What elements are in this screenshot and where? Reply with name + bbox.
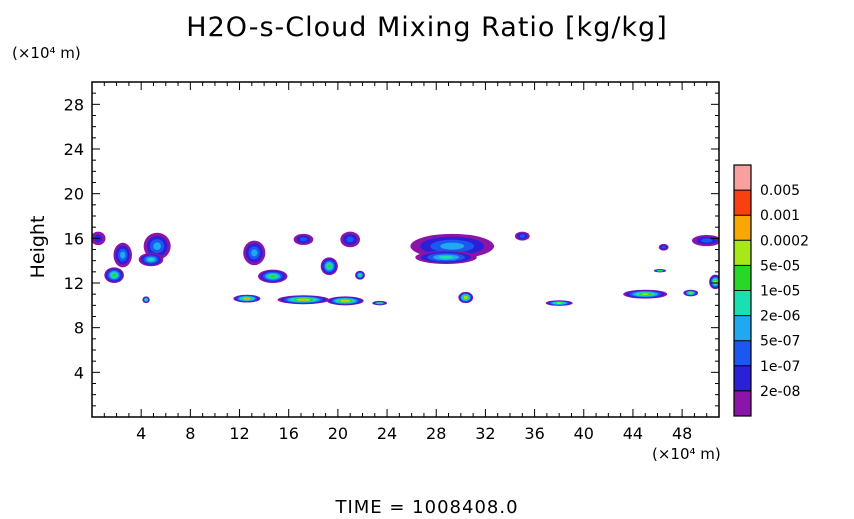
cloud-cell-7-level-5 xyxy=(269,275,276,278)
colorbar-label-0: 2e-08 xyxy=(760,384,800,400)
cloud-cell-15-level-2 xyxy=(661,246,666,249)
x-tick-label-12: 12 xyxy=(229,424,249,443)
x-tick-label-44: 44 xyxy=(623,424,643,443)
x-tick-label-24: 24 xyxy=(377,424,397,443)
cloud-cell-26-level-6 xyxy=(714,280,717,284)
cloud-cell-13-level-4 xyxy=(438,255,454,259)
y-tick-label-28: 28 xyxy=(64,95,84,114)
cloud-cell-18-level-7 xyxy=(244,297,249,300)
colorbar-label-5: 5e-05 xyxy=(760,258,800,274)
y-tick-label-16: 16 xyxy=(64,229,84,248)
x-tick-label-48: 48 xyxy=(672,424,692,443)
colorbar-swatch-4 xyxy=(734,290,751,316)
y-tick-label-12: 12 xyxy=(64,274,84,293)
time-footer: TIME = 1008408.0 xyxy=(335,497,519,518)
colorbar-label-6: 0.0002 xyxy=(760,233,809,249)
colorbar-swatch-2 xyxy=(734,340,751,366)
cloud-cell-12-level-3 xyxy=(440,242,465,250)
cloud-cell-20-level-7 xyxy=(342,300,348,302)
x-tick-label-36: 36 xyxy=(524,424,544,443)
cloud-cell-27-level-5 xyxy=(658,269,662,272)
cloud-cell-1-level-3 xyxy=(120,251,126,259)
cloud-cell-24-level-6 xyxy=(641,293,649,295)
cloud-cell-9-level-5 xyxy=(327,264,331,268)
colorbar-label-3: 2e-06 xyxy=(760,309,800,325)
y-tick-label-8: 8 xyxy=(74,319,84,338)
x-tick-label-20: 20 xyxy=(328,424,348,443)
colorbar-swatch-7 xyxy=(734,215,751,241)
cloud-cell-23-level-6 xyxy=(556,302,562,304)
y-tick-label-24: 24 xyxy=(64,140,84,159)
cloud-cell-25-level-6 xyxy=(689,292,692,294)
colorbar-swatch-1 xyxy=(734,365,751,391)
x-tick-label-40: 40 xyxy=(574,424,594,443)
colorbar-label-2: 5e-07 xyxy=(760,334,800,350)
colorbar-swatch-0 xyxy=(734,390,751,416)
cloud-cell-19-level-7 xyxy=(299,298,308,301)
cloud-cell-5-level-5 xyxy=(145,298,147,301)
colorbar-label-1: 1e-07 xyxy=(760,359,800,375)
x-tick-label-16: 16 xyxy=(279,424,299,443)
colorbar-swatch-3 xyxy=(734,315,751,341)
x-tick-label-28: 28 xyxy=(426,424,446,443)
colorbar-swatch-9 xyxy=(734,165,751,191)
chart-title: H2O-s-Cloud Mixing Ratio [kg/kg] xyxy=(186,12,668,43)
cloud-cell-4-level-4 xyxy=(148,258,154,262)
colorbar-swatch-8 xyxy=(734,190,751,216)
cloud-field xyxy=(92,231,719,306)
cloud-cell-6-level-3 xyxy=(251,249,258,257)
x-tick-label-32: 32 xyxy=(475,424,495,443)
x-tick-label-4: 4 xyxy=(136,424,146,443)
cloud-cell-16-level-2 xyxy=(701,238,713,243)
y-tick-label-4: 4 xyxy=(74,363,84,382)
x-tick-label-8: 8 xyxy=(185,424,195,443)
x-axis-unit: (×10⁴ m) xyxy=(652,445,721,463)
cloud-cell-21-level-5 xyxy=(378,302,382,304)
colorbar-label-4: 1e-05 xyxy=(760,284,800,300)
y-axis-unit: (×10⁴ m) xyxy=(12,44,81,62)
y-tick-label-20: 20 xyxy=(64,185,84,204)
cloud-cell-8-level-2 xyxy=(299,237,308,242)
cloud-cell-11-level-5 xyxy=(359,274,361,277)
cloud-cell-14-level-2 xyxy=(519,234,526,238)
plot-frame xyxy=(91,81,720,418)
cloud-cell-22-level-7 xyxy=(464,296,467,299)
colorbar-label-8: 0.005 xyxy=(760,183,800,199)
colorbar-label-7: 0.001 xyxy=(760,208,800,224)
colorbar-swatch-6 xyxy=(734,240,751,266)
colorbar-swatch-5 xyxy=(734,265,751,291)
cloud-cell-3-level-3 xyxy=(153,242,162,250)
cloud-cell-2-level-5 xyxy=(112,273,117,277)
cloud-cell-10-level-2 xyxy=(346,236,354,243)
